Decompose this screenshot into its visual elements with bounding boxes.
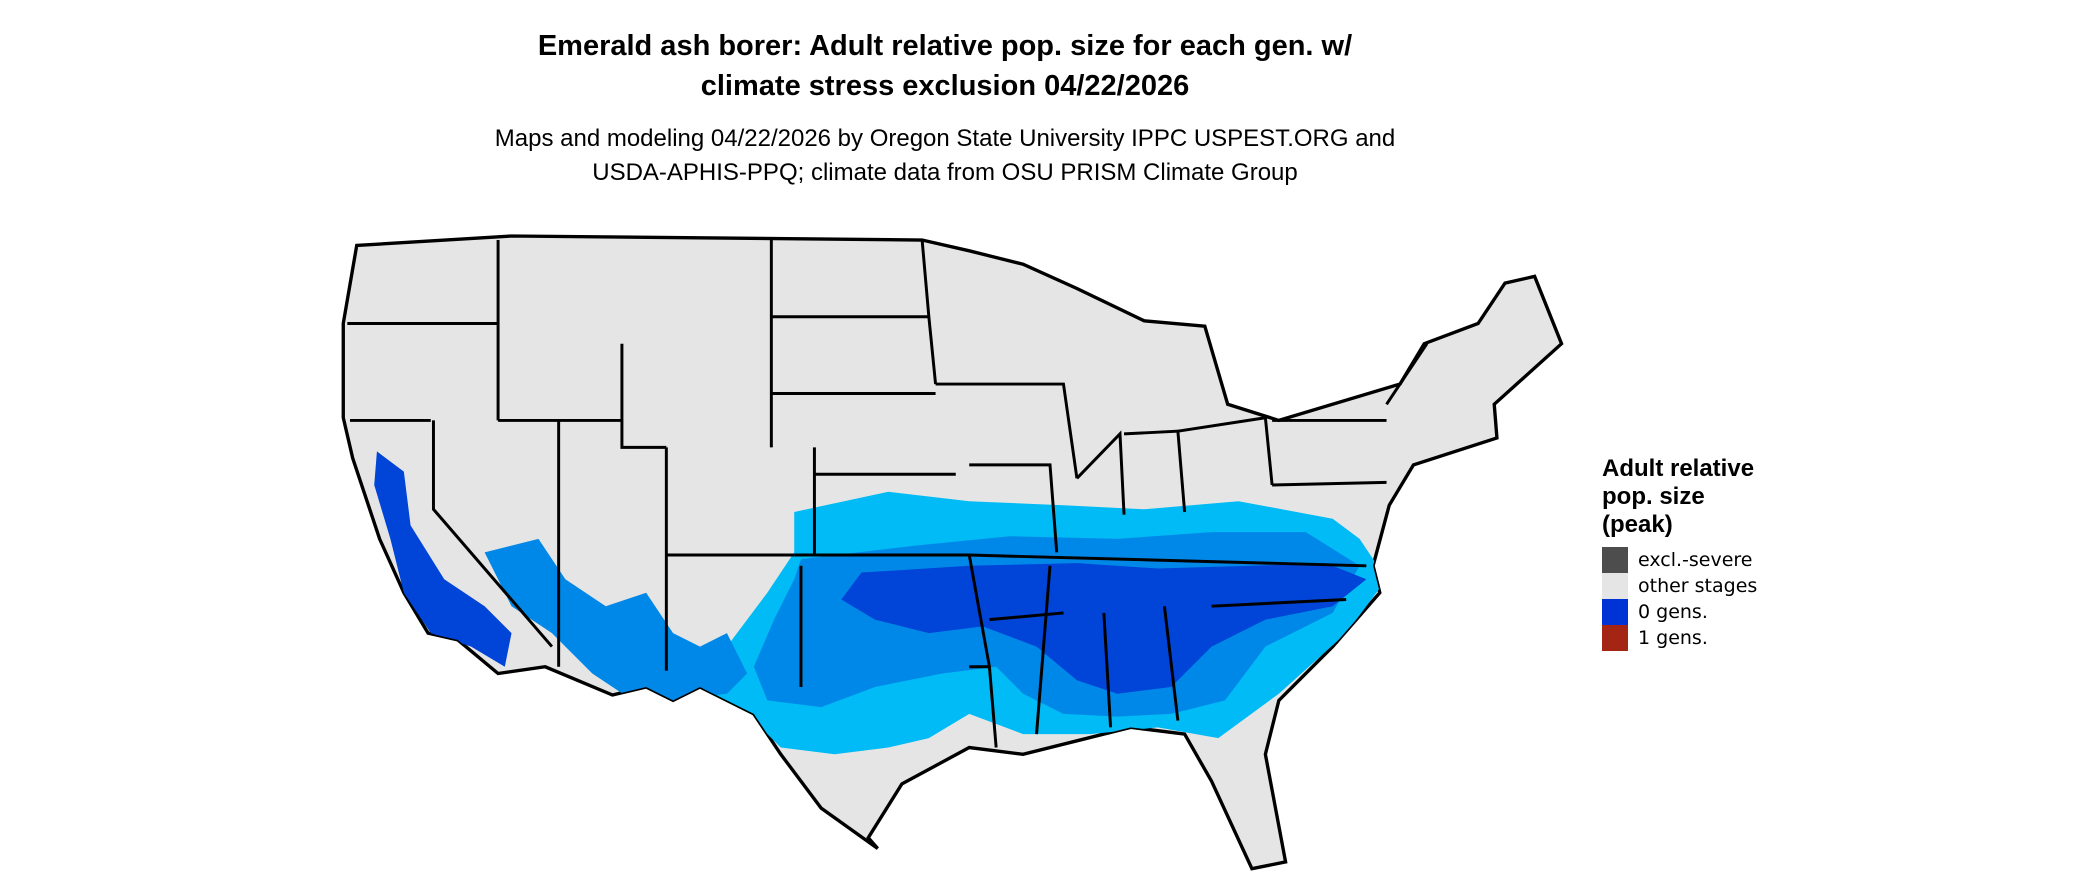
subtitle-line: Maps and modeling 04/22/2026 by Oregon S… — [494, 125, 1396, 152]
legend-label: 0 gens. — [1638, 601, 1708, 623]
state-border — [1035, 565, 1052, 735]
legend-swatch — [1602, 625, 1628, 651]
title-line: Emerald ash borer: Adult relative pop. s… — [537, 30, 1353, 62]
legend-label: excl.-severe — [1638, 549, 1753, 571]
legend-swatch — [1602, 599, 1628, 625]
legend-item-other-stages: other stages — [1602, 573, 1802, 599]
subtitle-line: USDA-APHIS-PPQ; climate data from OSU PR… — [592, 159, 1298, 186]
legend-swatch — [1602, 547, 1628, 573]
state-border — [1177, 416, 1274, 486]
state-border — [1075, 430, 1126, 515]
california-blue-region — [374, 451, 512, 667]
legend-label: other stages — [1638, 575, 1758, 597]
legend-title-line: Adult relative — [1602, 455, 1755, 482]
state-border — [969, 553, 1367, 568]
map-subtitle: Maps and modeling 04/22/2026 by Oregon S… — [0, 122, 1890, 190]
state-border — [1272, 480, 1387, 487]
legend-swatch — [1602, 573, 1628, 599]
state-border — [935, 382, 1079, 479]
state-borders — [347, 239, 1429, 748]
state-border — [1211, 597, 1347, 608]
state-border — [431, 420, 554, 648]
map-title: Emerald ash borer: Adult relative pop. s… — [0, 26, 1890, 106]
legend-title: Adult relative pop. size (peak) — [1602, 455, 1802, 539]
state-border — [969, 463, 1059, 553]
legend-title-line: pop. size — [1602, 483, 1705, 510]
state-border — [920, 239, 938, 385]
legend-item-excl-severe: excl.-severe — [1602, 547, 1802, 573]
legend-item-1-gens: 1 gens. — [1602, 625, 1802, 651]
state-border — [1162, 606, 1180, 721]
legend-title-line: (peak) — [1602, 511, 1673, 538]
state-border — [989, 611, 1064, 622]
legend-label: 1 gens. — [1638, 627, 1708, 649]
state-border — [1385, 342, 1429, 406]
title-line: climate stress exclusion 04/22/2026 — [700, 70, 1190, 102]
southwest-blue-region — [484, 538, 748, 701]
legend: Adult relative pop. size (peak) excl.-se… — [1602, 455, 1802, 651]
state-border — [969, 665, 998, 748]
state-border — [620, 343, 667, 449]
legend-item-0-gens: 0 gens. — [1602, 599, 1802, 625]
state-border — [1102, 612, 1113, 728]
